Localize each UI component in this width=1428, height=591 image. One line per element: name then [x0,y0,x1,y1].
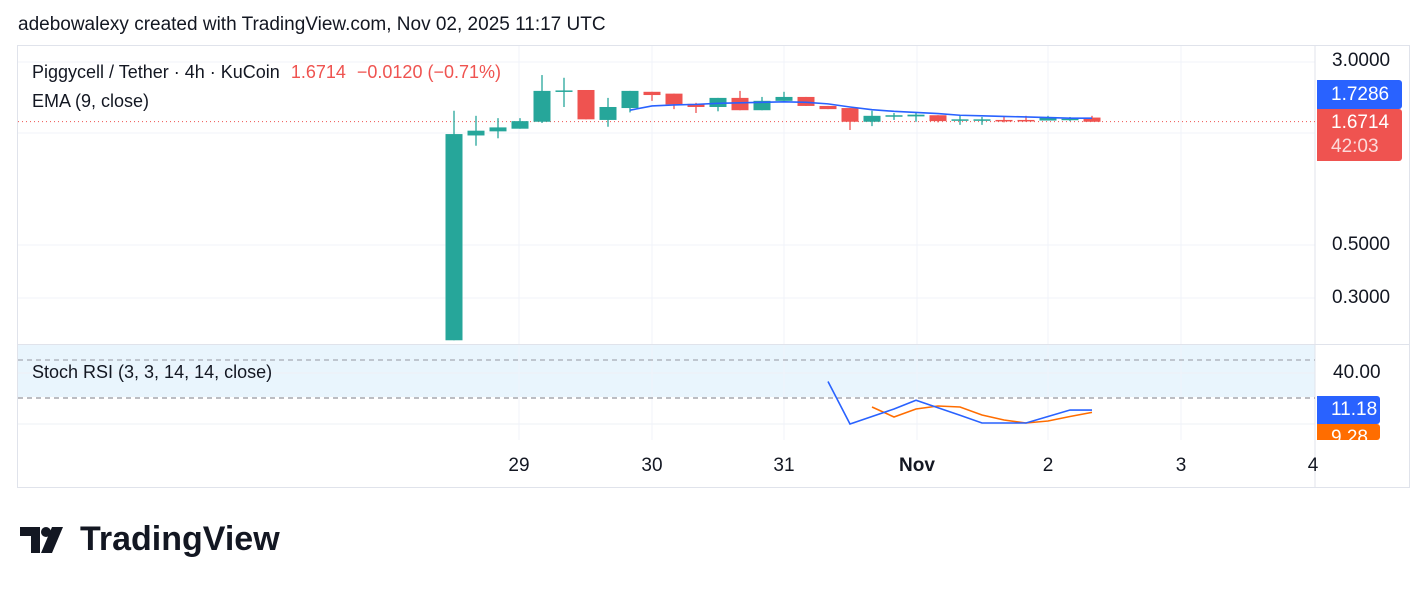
price-label-0.5: 0.5000 [1332,234,1391,255]
stoch-d-tag: 9.28 [1317,424,1380,440]
stoch-k-line [827,381,1093,425]
chart-attribution: adebowalexy created with TradingView.com… [18,14,606,35]
candle-body [467,130,485,136]
ema-legend[interactable]: EMA (9, close) [32,91,150,111]
candle-body [533,90,551,122]
time-label: 31 [773,455,795,476]
stoch-label-40: 40.00 [1333,362,1381,383]
candle-body [577,89,595,120]
ema-price-tag: 1.7286 [1317,80,1402,109]
logo-text: TradingView [80,520,280,558]
candle-body [973,119,991,121]
stoch-band [18,345,1315,397]
symbol-legend[interactable]: Piggycell / Tether · 4h · KuCoin 1.6714 … [32,62,501,83]
candle-body [863,115,881,122]
candle-body [1017,119,1035,122]
candle-body [687,103,705,107]
candle-body [555,90,573,92]
last-price: 1.6714 [290,62,346,82]
price-label-3: 3.0000 [1332,50,1391,71]
candle-body [951,119,969,121]
symbol-title: Piggycell / Tether · 4h · KuCoin [32,62,280,82]
tradingview-logo-icon [20,526,63,553]
bar-countdown: 42:03 [1331,136,1379,157]
time-label: 2 [1042,455,1054,476]
time-label: 29 [508,455,530,476]
candle-body [819,105,837,110]
candle-body [995,119,1013,122]
candle-body [885,115,903,117]
time-label: 3 [1175,455,1187,476]
candle-body [665,93,683,105]
chart-frame[interactable] [17,45,1410,488]
candle-body [621,90,639,109]
candle-body [1061,118,1079,121]
stoch-rsi-legend[interactable]: Stoch RSI (3, 3, 14, 14, close) [32,362,273,382]
candle-body [907,114,925,117]
stoch-k-tag: 11.18 [1317,396,1380,424]
candle-body [511,121,529,129]
candle-body [797,96,815,106]
price-change: −0.0120 (−0.71%) [356,62,501,82]
stoch-d-line [871,405,1093,424]
time-label: 4 [1307,455,1319,476]
candle-body [753,100,771,111]
candle-body [775,96,793,101]
candle-body [1039,116,1057,121]
ema-line [629,101,1093,120]
candle-body [599,106,617,120]
time-label-month: Nov [899,455,935,476]
candle-body [841,108,859,122]
candle-body [731,97,749,111]
time-label: 30 [641,455,663,476]
candle-body [643,91,661,96]
candle-body [489,127,507,132]
tradingview-logo[interactable]: TradingView [20,520,280,559]
candle-body [709,97,727,107]
candle-body [929,115,947,122]
last-price-value: 1.6714 [1331,112,1390,133]
price-label-0.3: 0.3000 [1332,287,1391,308]
candle-body [445,134,463,341]
last-price-tag: 1.6714 42:03 [1317,109,1402,161]
candle-body [1083,117,1101,122]
